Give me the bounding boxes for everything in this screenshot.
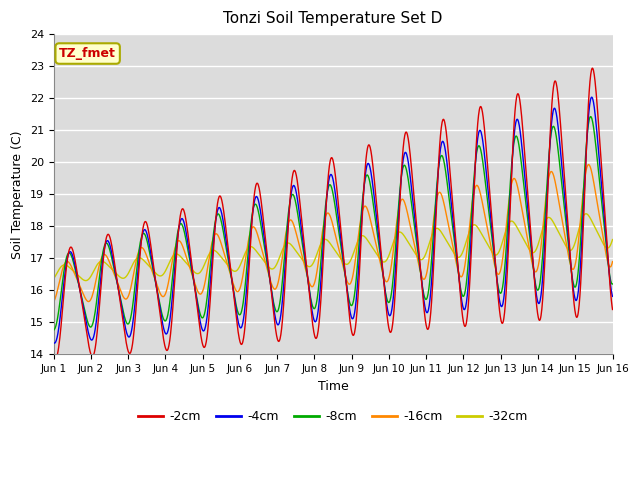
Title: Tonzi Soil Temperature Set D: Tonzi Soil Temperature Set D (223, 11, 443, 26)
X-axis label: Time: Time (317, 380, 348, 393)
Legend: -2cm, -4cm, -8cm, -16cm, -32cm: -2cm, -4cm, -8cm, -16cm, -32cm (133, 405, 533, 428)
Y-axis label: Soil Temperature (C): Soil Temperature (C) (11, 130, 24, 259)
Text: TZ_fmet: TZ_fmet (60, 47, 116, 60)
